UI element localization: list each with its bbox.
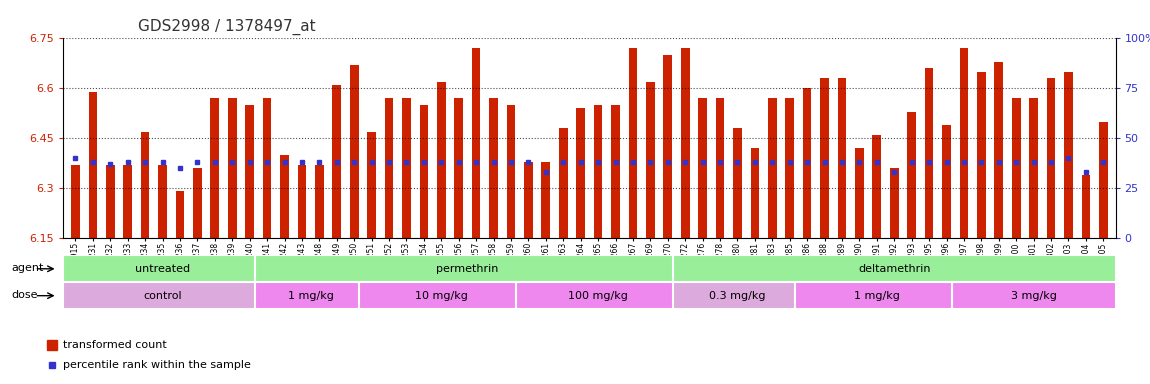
Bar (420, 105, 428, 238)
Bar (489, 98, 498, 238)
Text: 100 mg/kg: 100 mg/kg (568, 291, 628, 301)
Text: transformed count: transformed count (63, 340, 167, 350)
FancyBboxPatch shape (673, 255, 1116, 282)
Bar (298, 165, 306, 238)
Bar (367, 132, 376, 238)
Text: deltamethrin: deltamethrin (858, 264, 930, 274)
Bar (262, 98, 271, 238)
Bar (210, 98, 220, 238)
Bar (698, 98, 707, 238)
Bar (384, 98, 393, 238)
Bar (733, 128, 742, 238)
Bar (193, 168, 201, 238)
Bar (611, 105, 620, 238)
Bar (959, 48, 968, 238)
Bar (472, 48, 481, 238)
Bar (106, 165, 115, 238)
Bar (315, 165, 323, 238)
Bar (350, 65, 359, 238)
Bar (123, 165, 132, 238)
Text: GDS2998 / 1378497_at: GDS2998 / 1378497_at (138, 19, 315, 35)
Text: dose: dose (12, 290, 38, 300)
Bar (1012, 98, 1020, 238)
FancyBboxPatch shape (516, 282, 680, 309)
FancyBboxPatch shape (255, 255, 680, 282)
Bar (907, 112, 917, 238)
Bar (768, 98, 776, 238)
Bar (1099, 122, 1107, 238)
Bar (856, 148, 864, 238)
Bar (176, 192, 184, 238)
Bar (140, 132, 150, 238)
Text: 0.3 mg/kg: 0.3 mg/kg (710, 291, 766, 301)
Bar (751, 148, 759, 238)
Bar (576, 108, 585, 238)
FancyBboxPatch shape (795, 282, 959, 309)
Bar (873, 135, 881, 238)
Bar (245, 105, 254, 238)
Text: 10 mg/kg: 10 mg/kg (415, 291, 468, 301)
Bar (785, 98, 795, 238)
Bar (281, 155, 289, 238)
Text: percentile rank within the sample: percentile rank within the sample (63, 360, 251, 370)
Bar (995, 62, 1003, 238)
Text: control: control (144, 291, 182, 301)
Bar (978, 72, 986, 238)
Bar (437, 82, 446, 238)
Bar (942, 125, 951, 238)
Text: 3 mg/kg: 3 mg/kg (1011, 291, 1057, 301)
FancyBboxPatch shape (63, 282, 262, 309)
Bar (890, 168, 898, 238)
Bar (629, 48, 637, 238)
Text: 1 mg/kg: 1 mg/kg (288, 291, 334, 301)
Bar (664, 55, 672, 238)
Text: untreated: untreated (135, 264, 190, 274)
Bar (1064, 72, 1073, 238)
Bar (559, 128, 568, 238)
FancyBboxPatch shape (360, 282, 523, 309)
FancyBboxPatch shape (63, 255, 262, 282)
Bar (925, 68, 934, 238)
Bar (228, 98, 237, 238)
Bar (715, 98, 724, 238)
Bar (803, 88, 812, 238)
Bar (542, 162, 550, 238)
FancyBboxPatch shape (952, 282, 1116, 309)
Bar (593, 105, 603, 238)
Bar (454, 98, 463, 238)
Bar (71, 165, 79, 238)
Bar (646, 82, 654, 238)
Bar (681, 48, 690, 238)
Bar (332, 85, 342, 238)
FancyBboxPatch shape (673, 282, 802, 309)
Bar (89, 92, 98, 238)
FancyBboxPatch shape (255, 282, 367, 309)
Bar (837, 78, 846, 238)
Bar (524, 162, 532, 238)
Bar (159, 165, 167, 238)
Bar (507, 105, 515, 238)
Text: agent: agent (12, 263, 44, 273)
Text: permethrin: permethrin (436, 264, 499, 274)
Bar (1029, 98, 1038, 238)
Text: 1 mg/kg: 1 mg/kg (854, 291, 899, 301)
Bar (820, 78, 829, 238)
Bar (402, 98, 411, 238)
Bar (1046, 78, 1056, 238)
Bar (1081, 175, 1090, 238)
